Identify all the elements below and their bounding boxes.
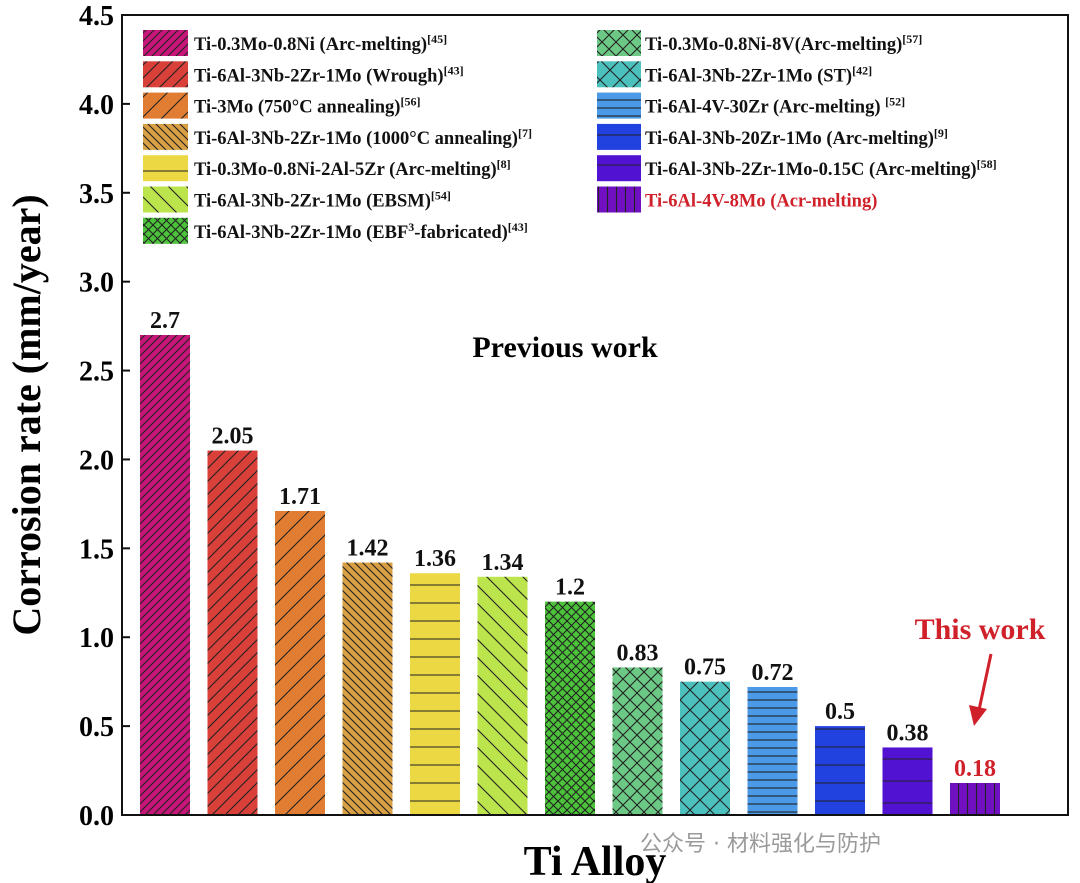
y-tick-label: 0.5 [79, 712, 114, 743]
legend-swatch [597, 30, 641, 56]
legend-label: Ti-6Al-3Nb-2Zr-1Mo-0.15C (Arc-melting)[5… [645, 157, 997, 180]
bar-2 [207, 450, 258, 815]
bar-value-label: 1.71 [279, 484, 321, 510]
legend-swatch [597, 61, 641, 88]
legend-swatch [143, 217, 188, 244]
bar-value-label: 1.36 [414, 546, 456, 572]
legend-label: Ti-6Al-3Nb-2Zr-1Mo (EBSM)[54] [194, 189, 451, 212]
legend-item: Ti-6Al-3Nb-2Zr-1Mo (Wrough)[43] [143, 61, 464, 88]
bar-value-label: 0.83 [617, 640, 659, 666]
legend-swatch [143, 30, 188, 56]
legend-item: Ti-6Al-3Nb-2Zr-1Mo (ST)[42] [597, 61, 872, 88]
legend-item: Ti-6Al-3Nb-2Zr-1Mo (EBSM)[54] [143, 186, 451, 213]
bar-3 [275, 511, 325, 815]
bar-6 [477, 576, 528, 815]
legend-swatch [597, 92, 641, 119]
legend-item: Ti-3Mo (750°C annealing)[56] [143, 92, 420, 119]
legend-label: Ti-6Al-3Nb-2Zr-1Mo (Wrough)[43] [194, 63, 464, 86]
y-tick-label: 3.0 [79, 268, 114, 299]
x-axis-label: Ti Alloy [524, 839, 667, 883]
legend-label: Ti-6Al-3Nb-2Zr-1Mo (1000°C annealing)[7] [194, 126, 532, 149]
previous-work-annotation: Previous work [472, 331, 658, 364]
legend-swatch [597, 123, 641, 150]
y-tick-label: 1.5 [79, 534, 114, 565]
y-tick-label: 0.0 [79, 801, 114, 832]
this-work-annotation: This work [915, 613, 1046, 646]
legend-item: Ti-6Al-3Nb-2Zr-1Mo (EBF3-fabricated)[43] [143, 217, 528, 244]
legend-swatch [143, 92, 188, 119]
watermark: 公众号 · 材料强化与防护 [640, 832, 881, 857]
y-tick-label: 4.0 [79, 90, 114, 121]
bar-value-label: 2.7 [150, 308, 180, 334]
bar-8 [612, 667, 663, 815]
legend-item: Ti-6Al-3Nb-20Zr-1Mo (Arc-melting)[9] [597, 123, 948, 150]
legend-item: Ti-6Al-3Nb-2Zr-1Mo-0.15C (Arc-melting)[5… [597, 155, 997, 182]
bar-value-label: 0.75 [684, 655, 726, 681]
legend-label: Ti-6Al-3Nb-20Zr-1Mo (Arc-melting)[9] [645, 126, 948, 149]
y-tick-label: 4.5 [79, 1, 114, 32]
legend-label: Ti-0.3Mo-0.8Ni (Arc-melting)[45] [194, 32, 447, 55]
legend-swatch [143, 123, 188, 150]
bar-5 [410, 573, 460, 815]
bar-11 [815, 726, 865, 815]
bar-7 [545, 601, 595, 815]
legend-label: Ti-6Al-3Nb-2Zr-1Mo (ST)[42] [645, 63, 872, 86]
y-tick-label: 3.5 [79, 179, 114, 210]
y-tick-label: 2.0 [79, 445, 114, 476]
legend-label: Ti-3Mo (750°C annealing)[56] [194, 95, 420, 118]
legend-swatch [143, 155, 188, 182]
plot-frame [121, 14, 1069, 816]
bar-13 [950, 783, 1000, 815]
legend-label: Ti-6Al-4V-30Zr (Arc-melting) [52] [645, 95, 905, 118]
bar-value-label: 2.05 [212, 424, 254, 450]
legend-swatch [143, 61, 188, 88]
legend-label: Ti-0.3Mo-0.8Ni-8V(Arc-melting)[57] [645, 32, 922, 55]
legend-item: Ti-6Al-3Nb-2Zr-1Mo (1000°C annealing)[7] [143, 123, 532, 150]
legend-label: Ti-6Al-4V-8Mo (Acr-melting) [645, 192, 877, 212]
y-tick-label: 1.0 [79, 623, 114, 654]
legend-item: Ti-0.3Mo-0.8Ni-2Al-5Zr (Arc-melting)[8] [143, 155, 511, 182]
bar-value-label: 0.18 [954, 756, 996, 782]
legend-item: Ti-0.3Mo-0.8Ni (Arc-melting)[45] [143, 30, 447, 56]
bar-1 [140, 335, 190, 815]
bar-9 [680, 681, 730, 815]
bar-12 [882, 747, 933, 815]
legend-swatch [597, 155, 641, 182]
bar-value-label: 0.5 [825, 699, 855, 725]
legend-item: Ti-6Al-4V-30Zr (Arc-melting) [52] [597, 92, 905, 119]
bar-value-label: 1.2 [555, 575, 585, 601]
bar-value-label: 1.34 [482, 550, 524, 576]
bar-4 [342, 562, 393, 815]
bar-value-label: 0.72 [752, 660, 794, 686]
legend-swatch [143, 186, 188, 213]
bar-10 [747, 687, 798, 815]
legend-swatch [597, 186, 641, 213]
legend-item: Ti-0.3Mo-0.8Ni-8V(Arc-melting)[57] [597, 30, 922, 56]
legend-label: Ti-6Al-3Nb-2Zr-1Mo (EBF3-fabricated)[43] [194, 220, 528, 243]
y-tick-label: 2.5 [79, 357, 114, 388]
legend-label: Ti-0.3Mo-0.8Ni-2Al-5Zr (Arc-melting)[8] [194, 157, 511, 180]
this-work-arrow [969, 653, 993, 726]
bar-value-label: 0.38 [887, 720, 929, 746]
legend-item: Ti-6Al-4V-8Mo (Acr-melting) [597, 186, 877, 213]
y-axis-label: Corrosion rate (mm/year) [4, 194, 49, 635]
bar-value-label: 1.42 [347, 536, 389, 562]
